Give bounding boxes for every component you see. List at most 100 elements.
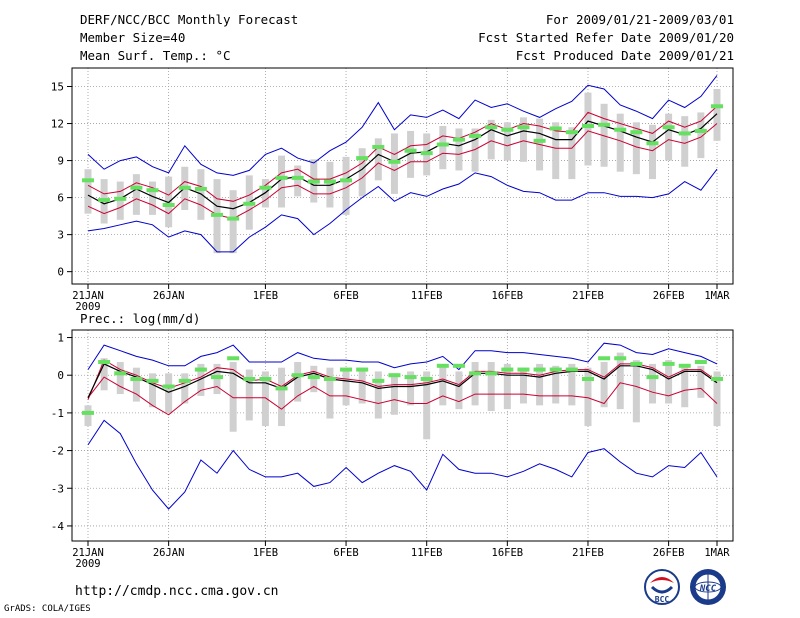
temp-spread-box <box>568 127 576 180</box>
temp-frame <box>71 67 734 285</box>
prec-observed-mark <box>178 378 191 383</box>
prec-observed-mark <box>259 376 272 381</box>
prec-spread-box <box>165 373 173 413</box>
temp-spread-box <box>229 190 237 254</box>
prec-spread-box <box>229 362 237 432</box>
prec-observed-mark <box>243 376 256 381</box>
temp-xtick-label: 16FEB <box>492 290 524 302</box>
temp-observed-mark <box>178 185 191 190</box>
source-url[interactable]: http://cmdp.ncc.cma.gov.cn <box>75 584 279 599</box>
prec-observed-mark <box>678 363 691 368</box>
prec-observed-mark <box>517 367 530 372</box>
temp-observed-mark <box>694 128 707 133</box>
temp-observed-mark <box>598 122 611 127</box>
temp-observed-mark <box>565 130 578 135</box>
temp-spread-box <box>697 112 705 159</box>
precip-variable-label: Prec.: log(mm/d) <box>80 311 201 326</box>
chart-title: DERF/NCC/BCC Monthly Forecast <box>80 12 299 27</box>
temp-observed-mark <box>388 159 401 164</box>
temp-observed-mark <box>243 201 256 206</box>
temp-observed-mark <box>711 104 723 109</box>
prec-spread-box <box>519 367 527 404</box>
prec-observed-mark <box>711 376 723 381</box>
prec-observed-mark <box>646 375 659 380</box>
prec-spread-box <box>390 373 398 415</box>
prec-observed-mark <box>549 367 562 372</box>
temp-ytick-label: 15 <box>51 81 64 94</box>
prec-observed-mark <box>307 375 320 380</box>
prec-frame <box>71 329 734 542</box>
temp-spread-box <box>294 165 302 197</box>
temp-observed-mark <box>114 196 127 201</box>
prec-min-line <box>87 419 718 510</box>
temp-spread-box <box>487 119 495 160</box>
temp-spread-box <box>407 130 415 178</box>
prec-observed-mark <box>533 367 546 372</box>
prec-ytick-label: -4 <box>51 520 65 533</box>
bcc-logo: BCC <box>644 569 680 605</box>
temp-observed-mark <box>549 126 562 131</box>
prec-spread-box <box>407 371 415 406</box>
prec-spread-box <box>245 369 253 421</box>
temp-spread-box <box>374 138 382 181</box>
temp-observed-mark <box>485 125 498 130</box>
prec-spread-box <box>713 371 721 427</box>
temp-observed-mark <box>469 133 482 138</box>
prec-xtick-label: 26FEB <box>653 547 685 559</box>
bcc-logo-text: BCC <box>655 595 670 604</box>
temp-spread-box <box>149 181 157 215</box>
prec-spread-box <box>181 373 189 404</box>
prec-xtick-label: 21FEB <box>572 547 604 559</box>
temp-spread-box <box>665 113 673 161</box>
ncc-logo-text: NCC <box>699 584 717 594</box>
prec-spread-box <box>455 371 463 410</box>
prec-spread-box <box>278 367 286 427</box>
temperature-chart: 0 3 6 9 12 15 21JAN 26JAN 1FEB 6FEB 11FEB 16FEB 21FE… <box>51 67 734 310</box>
prec-observed-mark <box>340 367 353 372</box>
prec-spread-box <box>84 405 92 427</box>
prec-spread-box <box>681 363 689 408</box>
prec-spread-box <box>132 367 140 402</box>
prec-spread-box <box>471 362 479 406</box>
temp-xtick-label: 6FEB <box>333 290 358 302</box>
ncc-logo: NCC <box>690 569 726 605</box>
prec-mean-line <box>87 363 718 399</box>
prec-ytick-label: -2 <box>51 445 64 458</box>
temp-observed-mark <box>291 175 304 180</box>
prec-xtick-label: 21JAN <box>72 547 104 559</box>
prec-spread-box <box>197 363 205 396</box>
temp-ytick-label: 3 <box>57 229 64 242</box>
temp-observed-mark <box>340 178 353 183</box>
prec-observed-mark <box>501 367 514 372</box>
precipitation-chart: -4 -3 -2 -1 0 1 21JAN 26JAN 1FEB 6FEB 11FEB 16FEB 21… <box>51 329 734 570</box>
prec-spread-box <box>600 362 608 408</box>
temp-spread-box <box>84 169 92 214</box>
temp-observed-mark <box>533 138 546 143</box>
variable-label: Mean Surf. Temp.: °C <box>80 48 231 63</box>
prec-spread-box <box>116 362 124 395</box>
temp-observed-mark <box>420 151 433 156</box>
temp-observed-mark <box>678 131 691 136</box>
temp-mean-line <box>87 113 718 210</box>
prec-observed-mark <box>614 356 627 361</box>
prec-spread-box <box>632 360 640 423</box>
temp-spread-box <box>632 122 640 175</box>
temp-xtick-label: 1MAR <box>704 290 730 302</box>
prec-observed-mark <box>485 371 498 376</box>
prec-ytick-label: -1 <box>51 407 64 420</box>
prec-spread-box <box>358 367 366 404</box>
temp-observed-mark <box>130 185 143 190</box>
temp-spread-box <box>471 128 479 172</box>
temp-spread-box <box>342 156 350 215</box>
prec-observed-mark <box>98 360 111 365</box>
temp-ytick-label: 9 <box>57 155 64 168</box>
temp-observed-mark <box>372 144 385 149</box>
temp-spread-box <box>600 103 608 167</box>
temp-xtick-label: 21FEB <box>572 290 604 302</box>
temp-observed-mark <box>211 212 224 217</box>
prec-observed-mark <box>694 360 707 365</box>
temp-spread-box <box>584 92 592 166</box>
prec-spread-box <box>423 371 431 440</box>
prec-observed-mark <box>598 356 611 361</box>
prec-xtick-label: 1MAR <box>704 547 730 559</box>
